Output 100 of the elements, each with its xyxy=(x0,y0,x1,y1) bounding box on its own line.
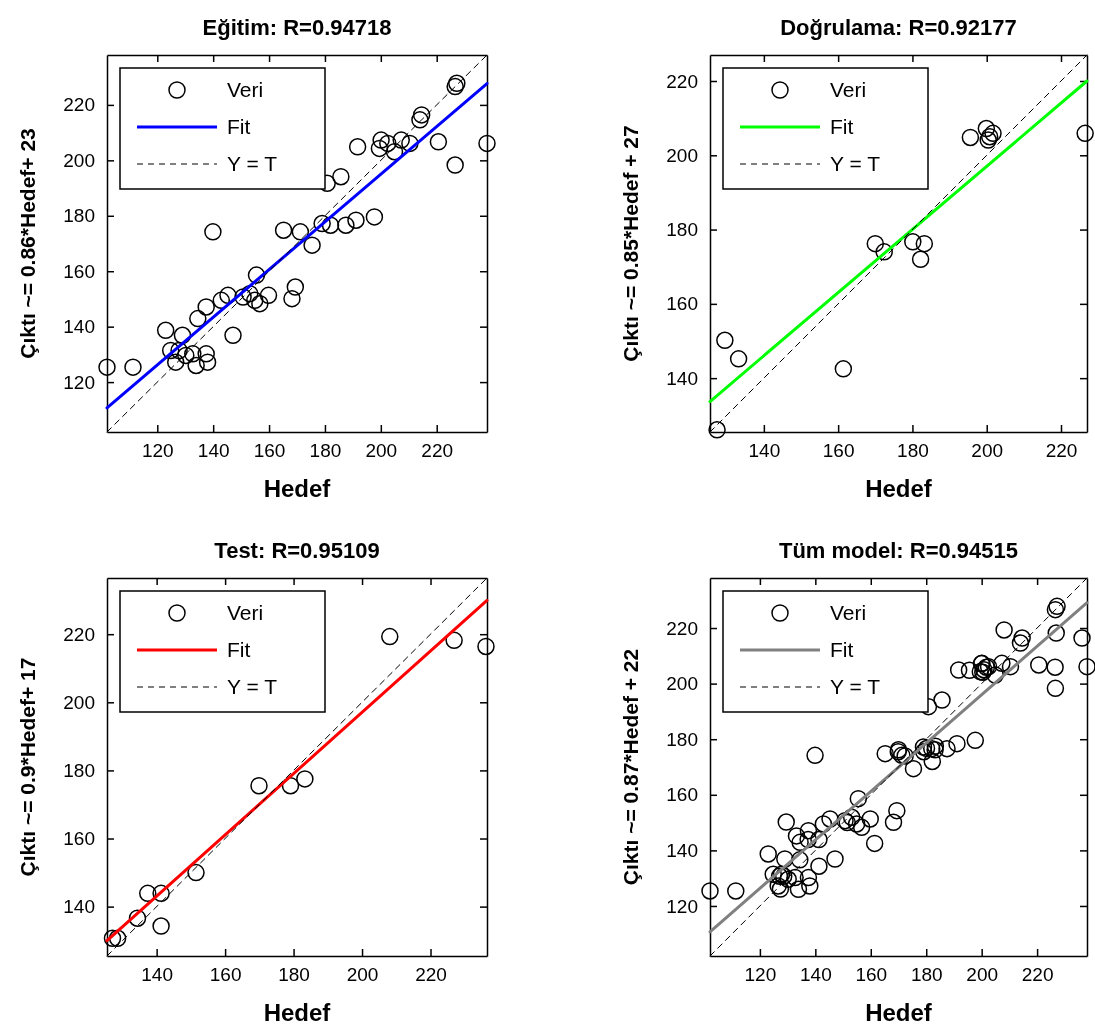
y-tick-label: 160 xyxy=(63,260,95,282)
y-tick-label: 160 xyxy=(666,784,698,806)
x-tick-label: 220 xyxy=(1021,964,1054,986)
y-axis-title: Çıktı ~= 0.9*Hedef+ 17 xyxy=(16,657,39,877)
point xyxy=(128,909,147,927)
x-tick-label: 220 xyxy=(1045,440,1078,462)
point xyxy=(904,233,922,251)
point xyxy=(716,331,734,350)
chart-title: Test: R=0.95109 xyxy=(214,538,380,563)
point xyxy=(198,353,217,371)
y-tick-label: 140 xyxy=(63,316,95,338)
chart-title: Eğitim: R=0.94718 xyxy=(202,15,392,40)
point xyxy=(187,863,205,882)
point xyxy=(365,208,384,226)
point xyxy=(984,124,1002,143)
point xyxy=(915,234,934,253)
x-axis-title: Hedef xyxy=(865,475,933,502)
legend-label: Fit xyxy=(227,115,251,138)
x-axis-title: Hedef xyxy=(263,999,332,1026)
point xyxy=(446,156,464,174)
x-tick-label: 140 xyxy=(141,964,173,986)
y-tick-label: 160 xyxy=(666,293,698,315)
point xyxy=(412,106,431,124)
x-tick-label: 220 xyxy=(415,964,447,986)
point xyxy=(246,291,264,310)
y-tick-label: 140 xyxy=(666,367,698,389)
point xyxy=(321,216,340,234)
legend-label: Y = T xyxy=(227,675,278,698)
point xyxy=(197,345,215,363)
point xyxy=(477,637,495,656)
point xyxy=(251,294,269,313)
point xyxy=(247,266,266,284)
y-axis-title: Çıktı ~= 0.86*Hedef+ 23 xyxy=(16,128,39,359)
point xyxy=(313,214,331,233)
y-tick-label: 140 xyxy=(666,839,698,861)
point xyxy=(370,139,389,158)
y-tick-label: 120 xyxy=(63,371,95,393)
point xyxy=(184,345,202,363)
y-axis-title: Çıktı ~= 0.87*Hedef + 22 xyxy=(619,648,642,886)
y-tick-label: 120 xyxy=(666,895,698,917)
point xyxy=(156,321,175,340)
point xyxy=(303,236,321,254)
point xyxy=(379,134,397,153)
x-tick-label: 120 xyxy=(141,440,174,462)
legend-label: Veri xyxy=(227,78,264,101)
x-tick-label: 180 xyxy=(897,440,929,462)
x-axis-title: Hedef xyxy=(865,999,933,1026)
point xyxy=(392,131,410,149)
y-tick-label: 200 xyxy=(63,691,95,713)
point xyxy=(1076,124,1094,143)
point xyxy=(250,776,268,795)
point xyxy=(979,131,997,149)
legend-label: Y = T xyxy=(830,152,881,175)
chart-title: Doğrulama: R=0.92177 xyxy=(780,15,1017,40)
x-tick-label: 200 xyxy=(346,964,379,986)
x-tick-label: 180 xyxy=(278,964,310,986)
point xyxy=(961,128,980,147)
y-tick-label: 160 xyxy=(63,828,95,850)
point xyxy=(170,341,188,360)
x-axis-title: Hedef xyxy=(263,475,332,502)
point xyxy=(152,917,170,935)
point xyxy=(401,134,419,153)
x-tick-label: 180 xyxy=(910,964,943,986)
point xyxy=(977,119,996,138)
y-tick-label: 220 xyxy=(63,623,95,645)
point xyxy=(152,884,170,903)
y-tick-label: 200 xyxy=(63,149,95,171)
point xyxy=(197,298,215,316)
y-tick-label: 180 xyxy=(63,205,95,227)
point xyxy=(429,133,448,151)
point xyxy=(911,250,930,269)
point xyxy=(283,289,301,308)
point xyxy=(124,358,142,376)
point xyxy=(187,356,205,375)
y-tick-label: 180 xyxy=(666,728,698,750)
point xyxy=(189,309,207,328)
legend-label: Veri xyxy=(227,601,264,624)
legend-label: Veri xyxy=(830,78,867,101)
y-tick-label: 180 xyxy=(666,219,698,241)
point xyxy=(177,346,195,365)
y-tick-label: 140 xyxy=(63,896,95,918)
y-tick-label: 220 xyxy=(63,94,95,116)
point xyxy=(173,326,192,345)
x-tick-label: 160 xyxy=(209,964,242,986)
point xyxy=(98,358,116,376)
x-tick-label: 160 xyxy=(253,440,286,462)
point xyxy=(875,243,893,261)
point xyxy=(348,138,367,156)
point xyxy=(337,216,355,234)
point xyxy=(478,134,496,153)
legend-label: Fit xyxy=(830,638,854,661)
point xyxy=(241,284,259,303)
point xyxy=(291,223,310,241)
x-tick-label: 140 xyxy=(748,440,781,462)
x-tick-label: 200 xyxy=(966,964,999,986)
point xyxy=(411,111,429,129)
legend-label: Veri xyxy=(830,601,867,624)
x-tick-label: 120 xyxy=(744,964,777,986)
x-tick-label: 200 xyxy=(365,440,398,462)
y-tick-label: 220 xyxy=(666,70,698,92)
